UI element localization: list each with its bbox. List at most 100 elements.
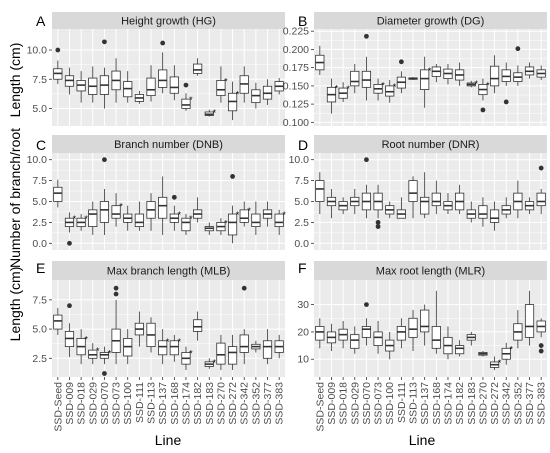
box-ssd-272: *	[227, 81, 240, 121]
box-ssd-352	[251, 82, 261, 109]
outlier-point	[102, 39, 107, 45]
box-ssd-seed	[53, 47, 63, 84]
x-tick-label: SSD-342	[239, 382, 251, 425]
box-ssd-183	[204, 222, 214, 235]
box-iqr	[169, 76, 179, 94]
x-tick-label: SSD-070	[361, 382, 373, 425]
box-ssd-070	[361, 33, 372, 101]
box-ssd-018	[338, 320, 348, 349]
box-iqr	[169, 340, 179, 356]
x-tick-label: SSD-383	[536, 382, 548, 425]
box-iqr	[420, 69, 430, 90]
x-tick-label: SSD-270	[477, 382, 489, 425]
box-ssd-113	[408, 176, 418, 219]
box-ssd-113	[146, 317, 156, 353]
significance-star: *	[84, 214, 88, 224]
box-ssd-137	[420, 304, 430, 346]
box-ssd-168	[431, 180, 441, 215]
box-iqr	[227, 213, 238, 236]
box-ssd-070: *	[99, 346, 112, 376]
box-ssd-137: *	[420, 56, 432, 108]
significance-star: *	[335, 83, 339, 93]
box-iqr	[146, 77, 156, 97]
box-ssd-182	[455, 62, 465, 86]
box-ssd-073	[111, 58, 121, 103]
box-iqr	[315, 180, 325, 202]
x-tick-label: SSD-029	[349, 382, 361, 425]
box-ssd-070	[99, 157, 110, 235]
outlier-point	[102, 371, 107, 376]
outlier-point	[364, 157, 369, 163]
panel-letter: C	[36, 137, 46, 153]
panel-letter: B	[298, 13, 307, 29]
outlier-point	[113, 285, 119, 291]
box-ssd-352	[251, 340, 261, 353]
panel-letter: E	[36, 260, 45, 276]
box-iqr	[489, 65, 500, 87]
outlier-point	[67, 240, 72, 246]
x-tick-label: SSD-029	[87, 382, 99, 425]
box-iqr	[408, 180, 418, 202]
box-ssd-018	[338, 197, 348, 215]
box-iqr	[216, 80, 226, 97]
outlier-point	[364, 33, 369, 39]
outlier-point	[241, 285, 247, 291]
significance-star: *	[108, 348, 112, 358]
box-ssd-182	[193, 58, 203, 76]
box-ssd-113	[408, 310, 418, 352]
outlier-point	[398, 59, 404, 65]
box-iqr	[251, 213, 261, 227]
box-ssd-183	[466, 331, 476, 346]
x-tick-label: SSD-073	[111, 382, 123, 425]
panel-strip	[52, 261, 285, 280]
y-tick-label: 0.0	[294, 238, 309, 250]
box-ssd-168	[169, 65, 179, 101]
significance-star: *	[84, 334, 88, 344]
outlier-point	[113, 291, 119, 297]
x-tick-label: SSD-113	[146, 382, 158, 424]
significance-star: *	[212, 108, 216, 118]
panel-letter: F	[298, 260, 307, 276]
box-ssd-272	[489, 201, 500, 231]
box-iqr	[396, 326, 406, 341]
outlier-point	[67, 303, 72, 309]
box-iqr	[53, 314, 63, 330]
box-ssd-342	[239, 285, 249, 365]
outlier-point	[538, 348, 544, 354]
box-ssd-174	[443, 193, 453, 215]
box-ssd-383	[274, 334, 284, 359]
y-tick-label: 5.0	[32, 196, 47, 208]
box-ssd-272	[227, 334, 238, 370]
y-tick-label: 2.5	[32, 217, 47, 229]
x-tick-label: SSD-168	[431, 382, 443, 425]
x-tick-label: SSD-009	[64, 382, 76, 425]
box-ssd-137: *	[158, 329, 170, 365]
x-tick-label: SSD-113	[408, 382, 420, 424]
x-tick-label: SSD-111	[134, 382, 146, 423]
y-tick-label: 5.0	[32, 324, 47, 336]
x-tick-label: SSD-100	[384, 382, 396, 425]
box-ssd-029	[350, 326, 360, 354]
box-ssd-383	[274, 78, 284, 95]
significance-star: *	[178, 337, 182, 347]
box-ssd-seed	[315, 45, 325, 75]
x-axis-title-left: Line	[155, 432, 182, 448]
box-ssd-352	[513, 46, 523, 86]
significance-star: *	[166, 337, 170, 347]
significance-star: *	[247, 206, 251, 216]
x-tick-label: SSD-070	[99, 382, 111, 425]
box-ssd-seed	[53, 179, 63, 208]
box-ssd-377	[262, 201, 273, 227]
box-ssd-270: *	[216, 218, 228, 235]
box-ssd-seed	[315, 318, 325, 349]
box-iqr	[478, 205, 488, 219]
x-tick-label: SSD-183	[204, 382, 216, 425]
x-tick-label: SSD-352	[512, 382, 524, 425]
box-ssd-111	[134, 201, 144, 231]
significance-star: *	[346, 84, 350, 94]
box-ssd-383	[536, 165, 546, 215]
panel-title: Max branch length (MLB)	[107, 266, 231, 278]
y-tick-label: 7.5	[32, 175, 47, 187]
box-iqr	[111, 205, 121, 219]
significance-star: *	[73, 214, 77, 224]
